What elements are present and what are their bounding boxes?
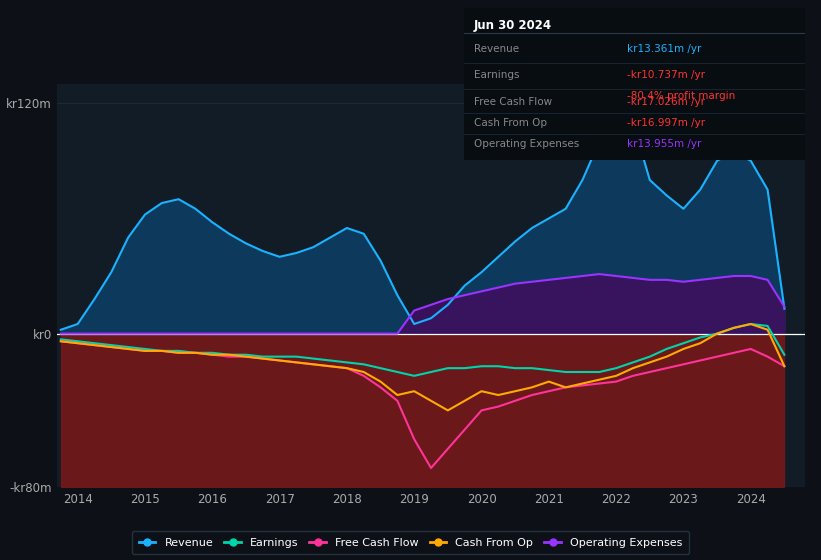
Text: -80.4% profit margin: -80.4% profit margin	[627, 91, 736, 101]
Text: Earnings: Earnings	[474, 70, 520, 80]
Text: kr13.361m /yr: kr13.361m /yr	[627, 44, 702, 54]
Text: Operating Expenses: Operating Expenses	[474, 139, 580, 150]
Text: Free Cash Flow: Free Cash Flow	[474, 97, 553, 107]
Text: Jun 30 2024: Jun 30 2024	[474, 19, 553, 32]
Text: -kr17.026m /yr: -kr17.026m /yr	[627, 97, 705, 107]
Legend: Revenue, Earnings, Free Cash Flow, Cash From Op, Operating Expenses: Revenue, Earnings, Free Cash Flow, Cash …	[132, 531, 689, 554]
Text: -kr10.737m /yr: -kr10.737m /yr	[627, 70, 705, 80]
Text: Revenue: Revenue	[474, 44, 519, 54]
Text: Cash From Op: Cash From Op	[474, 118, 547, 128]
Text: -kr16.997m /yr: -kr16.997m /yr	[627, 118, 705, 128]
Text: kr13.955m /yr: kr13.955m /yr	[627, 139, 702, 150]
